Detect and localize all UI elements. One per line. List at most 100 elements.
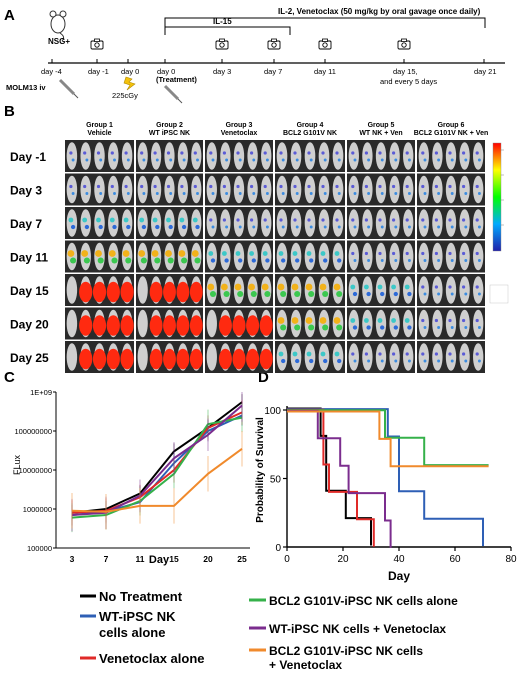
- panel-label-c: C: [4, 369, 15, 386]
- flux-y-tick-label: 1E+09: [30, 388, 52, 397]
- group-header-sub: BCL2 G101V NK + Ven: [414, 130, 489, 137]
- flux-series-line: [71, 414, 243, 517]
- survival-x-tick-label: 80: [505, 554, 517, 565]
- day-label-m4: day -4: [41, 67, 62, 76]
- imaging-cell: [417, 341, 485, 373]
- imaging-cell: [347, 207, 415, 239]
- camera-icon: [397, 38, 411, 50]
- group-header-name: Group 3: [226, 122, 253, 129]
- imaging-cell: [65, 274, 134, 306]
- timeline: NSG+ IL-2, Venetoclax (50 mg/kg by oral …: [6, 7, 505, 104]
- imaging-cell: [205, 140, 273, 172]
- scale-legend-box: [489, 284, 509, 304]
- imaging-cell: [205, 240, 273, 273]
- panel-label-a: A: [4, 7, 15, 24]
- imaging-cell: [417, 140, 485, 172]
- imaging-cell: [65, 173, 134, 206]
- survival-y-tick-label: 50: [270, 475, 282, 486]
- group-header-sub: BCL2 G101V NK: [283, 130, 337, 137]
- survival-chart: Probability of Survival Day 0 50 100 0 20 40 6…: [255, 406, 517, 583]
- imaging-cell: [65, 341, 134, 373]
- day-label-3: day 3: [213, 67, 231, 76]
- survival-series-line: [287, 409, 392, 548]
- bracket-il15: [164, 26, 291, 35]
- flux-chart: FLux Day 100000 1000000 10000000 100000000 1…: [12, 388, 250, 566]
- imaging-cell: [205, 274, 273, 306]
- imaging-cell: [205, 173, 273, 206]
- flux-x-tick-label: 25: [237, 554, 247, 564]
- flux-x-tick-label: 11: [136, 554, 145, 564]
- survival-series-line: [287, 408, 375, 547]
- imaging-cell: [347, 341, 415, 373]
- imaging-cell: [417, 240, 485, 273]
- radiation-label: 225cGy: [112, 91, 138, 100]
- flux-y-tick-label: 1000000: [23, 505, 52, 514]
- bracket-il2-venetoclax: [164, 17, 486, 28]
- imaging-row-label: Day -1: [10, 150, 46, 164]
- flux-ylabel: FLux: [12, 454, 22, 475]
- day-label-11: day 11: [314, 67, 336, 76]
- imaging-cell: [136, 207, 203, 239]
- camera-icon: [318, 38, 332, 50]
- imaging-cell: [275, 240, 345, 273]
- imaging-cell: [136, 307, 203, 340]
- legend-label-wt-nk: WT-iPSC NK cells alone: [99, 609, 179, 640]
- flux-xlabel: Day: [149, 554, 170, 566]
- group-header-sub: Venetoclax: [221, 130, 258, 137]
- imaging-cell: [275, 274, 345, 306]
- imaging-cell: [275, 341, 345, 373]
- imaging-cell: [136, 240, 203, 273]
- group-header-name: Group 6: [438, 122, 465, 129]
- syringe-icon: [163, 84, 183, 104]
- imaging-cell: [347, 307, 415, 340]
- survival-x-tick-label: 0: [284, 554, 290, 565]
- day-label-m1: day -1: [88, 67, 109, 76]
- survival-y-tick-label: 0: [275, 543, 281, 554]
- flux-series-line: [71, 416, 243, 519]
- flux-series-line: [71, 401, 243, 514]
- camera-icon: [215, 38, 229, 50]
- imaging-cell: [136, 140, 203, 172]
- imaging-cell: [275, 307, 345, 340]
- flux-y-tick-label: 100000: [27, 544, 52, 553]
- luminescence-scale-bar: [492, 142, 502, 252]
- group-header-sub: WT NK + Ven: [359, 130, 402, 137]
- legend-label-bcl2-nk: BCL2 G101V-iPSC NK cells alone: [269, 594, 458, 608]
- imaging-row-label: Day 3: [10, 183, 42, 197]
- imaging-cell: [65, 207, 134, 239]
- camera-icon: [267, 38, 281, 50]
- imaging-cell: [347, 173, 415, 206]
- imaging-cell: [417, 173, 485, 206]
- molm13-label: MOLM13 iv: [6, 83, 46, 92]
- imaging-cell: [417, 207, 485, 239]
- imaging-row-label: Day 20: [10, 317, 49, 331]
- flux-series-line: [71, 404, 243, 517]
- group-header-name: Group 5: [368, 122, 395, 129]
- imaging-cell: [205, 341, 273, 373]
- mouse-label: NSG+: [48, 37, 70, 46]
- radiation-icon: [123, 76, 136, 91]
- imaging-cell: [275, 173, 345, 206]
- syringe-icon: [58, 78, 79, 99]
- flux-y-tick-label: 10000000: [19, 466, 52, 475]
- treatment-label: (Treatment): [156, 75, 197, 84]
- flux-x-tick-label: 3: [70, 554, 75, 564]
- legend: No Treatment WT-iPSC NK cells alone Vene…: [80, 589, 458, 672]
- imaging-cell: [136, 341, 203, 373]
- legend-label-bcl2-nk-ven: BCL2 G101V-iPSC NK cells + Venetoclax: [269, 644, 426, 672]
- imaging-cell: [347, 140, 415, 172]
- imaging-row-label: Day 7: [10, 217, 42, 231]
- imaging-row-label: Day 11: [10, 250, 48, 264]
- bracket-il15-label: IL-15: [213, 17, 232, 26]
- imaging-cell: [275, 140, 345, 172]
- imaging-cell: [205, 307, 273, 340]
- flux-y-tick-label: 100000000: [14, 427, 52, 436]
- flux-x-tick-label: 20: [203, 554, 213, 564]
- imaging-row-label: Day 25: [10, 351, 49, 365]
- flux-series: [71, 394, 243, 521]
- imaging-cell: [417, 307, 485, 340]
- day-label-15: day 15,: [393, 67, 418, 76]
- legend-label-no-treatment: No Treatment: [99, 589, 183, 604]
- survival-xlabel: Day: [388, 569, 410, 583]
